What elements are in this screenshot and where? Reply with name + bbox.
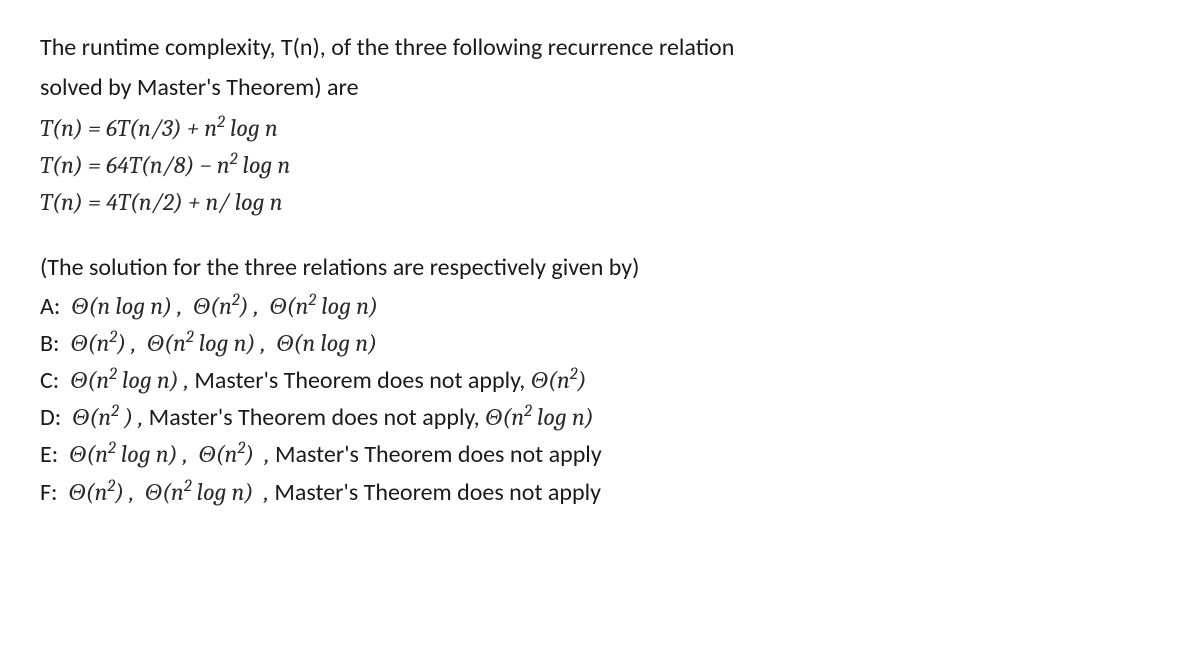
option-e-pre: Θ(n2 log n) , Θ(n2) , bbox=[69, 440, 270, 468]
option-c: C: Θ(n2 log n) , Master's Theorem does n… bbox=[40, 362, 1160, 399]
options-block: A: Θ(n log n) , Θ(n2) , Θ(n2 log n) B: Θ… bbox=[40, 288, 1160, 511]
option-f-label: F: bbox=[40, 478, 57, 507]
option-f: F: Θ(n2) , Θ(n2 log n) , Master's Theore… bbox=[40, 474, 1160, 511]
option-f-pre: Θ(n2) , Θ(n2 log n) , bbox=[68, 478, 269, 506]
option-c-post: Θ(n2) bbox=[531, 366, 587, 394]
question-intro-line2: solved by Master's Theorem) are bbox=[40, 70, 1160, 106]
option-e-mid: Master's Theorem does not apply bbox=[275, 440, 602, 469]
question-intro-line1: The runtime complexity, T(n), of the thr… bbox=[40, 30, 1160, 66]
option-a-label: A: bbox=[40, 292, 60, 321]
option-c-mid: Master's Theorem does not apply, bbox=[194, 366, 530, 395]
option-a-text: Θ(n log n) , Θ(n2) , Θ(n2 log n) bbox=[71, 292, 378, 320]
option-d-label: D: bbox=[40, 403, 61, 432]
option-e: E: Θ(n2 log n) , Θ(n2) , Master's Theore… bbox=[40, 436, 1160, 473]
option-d-pre: Θ(n2 ) , bbox=[72, 403, 143, 431]
recurrence-3: T(n) = 4T(n/2) + n/ log n bbox=[40, 184, 1160, 221]
option-f-mid: Master's Theorem does not apply bbox=[274, 478, 601, 507]
option-c-pre: Θ(n2 log n) , bbox=[70, 366, 189, 394]
recurrence-2: T(n) = 64T(n/8) − n2 log n bbox=[40, 147, 1160, 184]
option-b-text: Θ(n2) , Θ(n2 log n) , Θ(n log n) bbox=[70, 329, 377, 357]
recurrence-1: T(n) = 6T(n/3) + n2 log n bbox=[40, 110, 1160, 147]
option-c-label: C: bbox=[40, 366, 59, 395]
option-b: B: Θ(n2) , Θ(n2 log n) , Θ(n log n) bbox=[40, 325, 1160, 362]
option-d-mid: Master's Theorem does not apply, bbox=[149, 403, 485, 432]
option-e-label: E: bbox=[40, 440, 58, 469]
option-b-label: B: bbox=[40, 329, 59, 358]
recurrence-block: T(n) = 6T(n/3) + n2 log n T(n) = 64T(n/8… bbox=[40, 110, 1160, 222]
option-d-post: Θ(n2 log n) bbox=[485, 403, 594, 431]
option-d: D: Θ(n2 ) , Master's Theorem does not ap… bbox=[40, 399, 1160, 436]
option-a: A: Θ(n log n) , Θ(n2) , Θ(n2 log n) bbox=[40, 288, 1160, 325]
answers-intro: (The solution for the three relations ar… bbox=[40, 250, 1160, 286]
